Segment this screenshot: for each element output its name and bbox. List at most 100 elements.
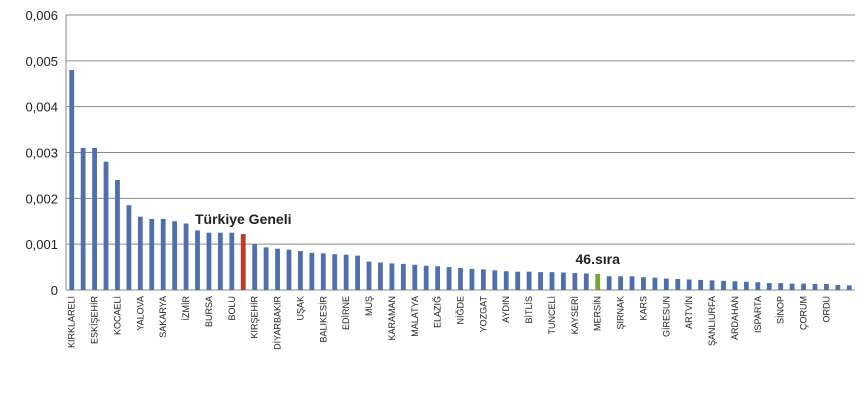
bar	[812, 284, 818, 290]
x-tick-label: TUNCELİ	[547, 296, 557, 335]
x-tick-label: ISPARTA	[753, 296, 763, 333]
x-tick-label: YALOVA	[135, 296, 145, 331]
bars	[69, 70, 852, 290]
x-tick-labels: KIRKLARELİ ESKİŞEHİR KOCAELİ YALOVA SAKARYA İ…	[67, 296, 832, 350]
bar	[480, 269, 486, 290]
x-tick-label: DİYARBAKIR	[273, 296, 283, 350]
x-tick-label: YOZGAT	[478, 296, 488, 333]
bar	[240, 234, 246, 290]
bar	[275, 248, 280, 290]
x-tick-label: İZMİR	[181, 296, 191, 321]
bar	[103, 161, 109, 290]
bar	[286, 249, 292, 290]
bar	[378, 262, 383, 290]
y-tick-label: 0,001	[25, 237, 58, 252]
y-tick-label: 0,005	[25, 54, 58, 69]
bar	[789, 283, 795, 290]
bar	[366, 261, 372, 290]
bar	[343, 254, 349, 290]
bar	[686, 279, 692, 290]
annotations: Türkiye Geneli 46.sıra	[195, 211, 620, 267]
bar	[195, 230, 200, 290]
x-tick-label: ŞANLIURFA	[707, 296, 717, 346]
bar	[561, 272, 566, 290]
bar	[503, 271, 509, 290]
bar	[778, 283, 784, 290]
x-tick-label: SİNOP	[776, 296, 786, 324]
bar	[663, 278, 669, 290]
annotation-label: Türkiye Geneli	[195, 211, 291, 227]
bar	[549, 272, 555, 290]
bar	[801, 283, 806, 290]
x-tick-label: AYDIN	[501, 296, 511, 323]
bar	[698, 279, 704, 290]
bar	[629, 276, 635, 290]
bar	[435, 266, 441, 290]
bar	[515, 271, 521, 290]
bar	[126, 205, 132, 290]
bar	[755, 282, 761, 290]
bar	[458, 268, 463, 290]
bar	[115, 180, 120, 290]
x-tick-label: GİRESUN	[661, 296, 671, 337]
bar	[846, 285, 852, 290]
x-tick-label: KOCAELİ	[112, 296, 122, 335]
x-tick-label: ARTVİN	[684, 296, 694, 329]
bar	[217, 232, 223, 290]
bar	[572, 273, 578, 290]
bar	[355, 255, 360, 290]
x-tick-label: BİTLİS	[524, 296, 534, 324]
bar	[538, 272, 543, 290]
bar	[743, 281, 749, 290]
x-tick-label: ELAZIĞ	[433, 296, 443, 328]
bar	[69, 70, 75, 290]
bar	[423, 265, 429, 290]
x-tick-label: ESKİŞEHİR	[90, 296, 100, 345]
x-tick-label: EDİRNE	[341, 296, 351, 330]
bar	[446, 267, 452, 290]
axes: 0 0,001 0,002 0,003 0,004 0,005 0,006	[25, 8, 855, 298]
bar	[835, 284, 841, 290]
x-tick-label: KIRKLARELİ	[67, 296, 77, 348]
bar	[92, 147, 97, 290]
y-tick-label: 0,003	[25, 146, 58, 161]
x-tick-label: KARAMAN	[387, 296, 397, 341]
bar	[229, 232, 235, 290]
bar	[721, 280, 726, 290]
x-tick-label: NİĞDE	[456, 296, 466, 325]
x-tick-label: BOLU	[227, 296, 237, 321]
x-tick-label: ARDAHAN	[730, 296, 740, 340]
bar	[309, 252, 315, 290]
bar	[320, 253, 326, 290]
bar	[641, 277, 646, 290]
y-tick-label: 0,002	[25, 191, 58, 206]
bar	[400, 263, 406, 290]
bar	[149, 218, 155, 290]
y-tick-label: 0	[51, 283, 58, 298]
bar	[263, 247, 269, 290]
bar	[583, 273, 589, 290]
x-tick-label: KAYSERİ	[570, 296, 580, 334]
x-tick-label: MALATYA	[410, 296, 420, 337]
x-tick-label: MUŞ	[364, 296, 374, 316]
bar	[412, 264, 418, 290]
x-tick-label: MERSİN	[593, 296, 603, 331]
bar	[252, 244, 258, 290]
x-tick-label: KARS	[638, 296, 648, 321]
bar	[80, 147, 86, 290]
bar	[766, 283, 772, 290]
bar	[709, 280, 715, 290]
y-tick-label: 0,006	[25, 8, 58, 23]
x-tick-label: UŞAK	[295, 296, 305, 321]
y-tick-label: 0,004	[25, 100, 58, 115]
bar	[652, 277, 658, 290]
x-tick-label: ÇORUM	[799, 296, 809, 330]
bar	[469, 268, 475, 290]
x-tick-label: KIRŞEHİR	[250, 296, 260, 339]
bar	[137, 216, 143, 290]
bar	[389, 263, 395, 290]
bar	[492, 270, 498, 290]
x-tick-label: ŞIRNAK	[616, 296, 626, 330]
